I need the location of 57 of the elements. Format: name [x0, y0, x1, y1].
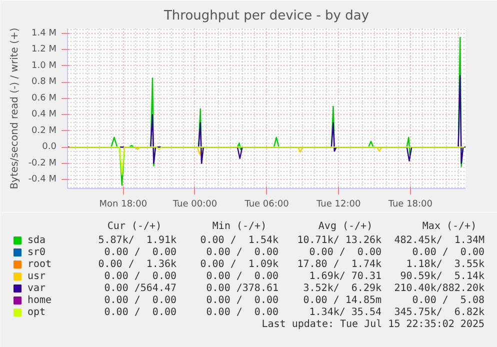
- text: 0.00 / 0.00: [206, 295, 279, 306]
- y-tick-label: -0.2 M: [28, 158, 56, 168]
- x-tick-label: Tue 18:00: [387, 200, 433, 210]
- legend-label: sr0: [28, 247, 46, 258]
- text: 17.80 / 1.74k: [297, 259, 382, 270]
- text: 0.00 / 1.09k: [200, 259, 279, 270]
- text: 0.00 / 14.85m: [303, 295, 382, 306]
- legend-label: sda: [28, 235, 46, 246]
- text: Max (-/+): [422, 221, 477, 232]
- text: Min (-/+): [212, 221, 267, 232]
- x-tick-label: Tue 12:00: [316, 200, 361, 210]
- text: 5.87k/ 1.91k: [98, 235, 177, 246]
- y-tick-label: 1.2 M: [32, 44, 57, 55]
- x-tick-label: Tue 06:00: [244, 200, 290, 210]
- text: 0.00 / 1.54k: [200, 235, 279, 246]
- y-tick-label: 1.0 M: [32, 60, 57, 71]
- text: 210.40k/882.20k: [394, 283, 485, 294]
- legend-label: root: [28, 259, 52, 270]
- y-tick-label: 0.2 M: [32, 126, 57, 136]
- text: 3.52k/ 6.29k: [303, 283, 382, 294]
- y-tick-label: 0.0: [42, 142, 57, 152]
- text: 0.00 / 0.00: [206, 271, 279, 282]
- text: 0.00 /564.47: [104, 283, 177, 294]
- x-tick-label: Mon 18:00: [99, 200, 148, 210]
- text: Last update: Tue Jul 15 22:35:02 2025: [262, 319, 485, 330]
- text: 0.00 / 5.08: [412, 295, 485, 306]
- legend-label: var: [28, 283, 46, 294]
- y-axis-title: Bytes/second read (-) / write (+): [9, 28, 20, 190]
- text: 10.71k/ 13.26k: [297, 235, 382, 246]
- text: 0.00 / 0.00: [206, 307, 279, 318]
- y-tick-label: 0.8 M: [32, 77, 57, 88]
- text: 345.75k/ 6.82k: [394, 307, 485, 318]
- text: 0.00 /378.61: [206, 283, 279, 294]
- text: Cur (-/+): [107, 221, 162, 232]
- text: 1.34k/ 35.54: [309, 307, 382, 318]
- y-tick-label: -0.4 M: [28, 174, 56, 185]
- y-tick-label: 1.4 M: [32, 28, 57, 38]
- text: 0.00 / 0.00: [309, 247, 382, 258]
- text: 0.00 / 0.00: [104, 295, 177, 306]
- y-tick-label: 0.4 M: [32, 110, 57, 120]
- text: 0.00 / 0.00: [104, 271, 177, 282]
- text: 0.00 / 0.00: [412, 247, 485, 258]
- text: 0.00 / 0.00: [104, 307, 177, 318]
- legend-label: home: [28, 295, 52, 306]
- x-tick-label: Tue 00:00: [172, 200, 218, 210]
- text: 1.18k/ 3.55k: [406, 259, 485, 270]
- legend-label: opt: [28, 307, 46, 318]
- text: 1.69k/ 70.31: [309, 271, 382, 282]
- text: Avg (-/+): [318, 221, 373, 232]
- text: 90.59k/ 5.14k: [400, 271, 485, 282]
- y-tick-label: 0.6 M: [32, 93, 57, 104]
- text: 0.00 / 0.00: [104, 247, 177, 258]
- text: 0.00 / 1.36k: [98, 259, 177, 270]
- text: 482.45k/ 1.34M: [394, 235, 485, 246]
- legend-label: usr: [28, 271, 46, 282]
- text: 0.00 / 0.00: [206, 247, 279, 258]
- chart-title: Throughput per device - by day: [162, 8, 370, 24]
